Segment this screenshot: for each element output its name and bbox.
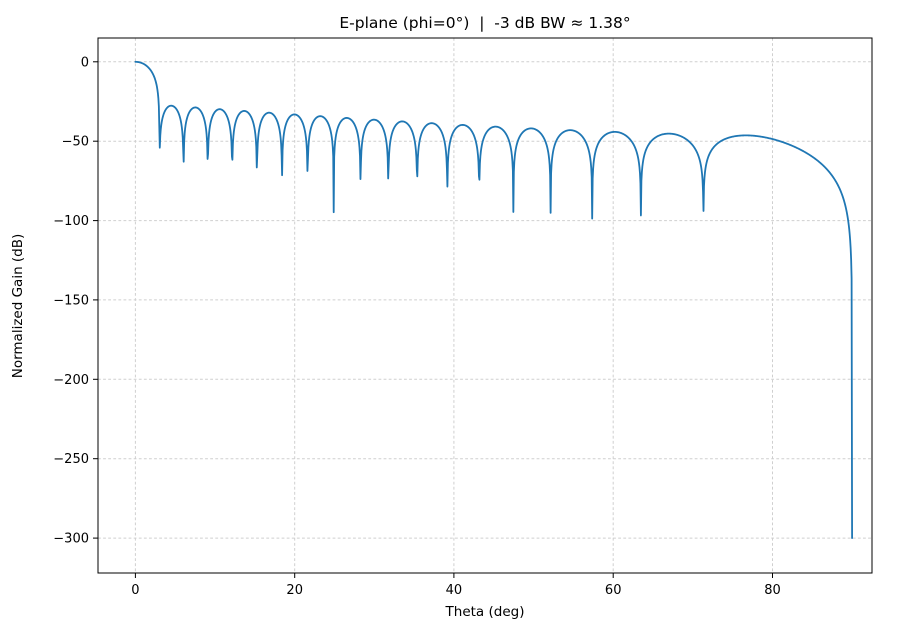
x-tick-label: 0 (131, 583, 139, 598)
x-tick-label: 80 (764, 583, 781, 598)
plot-frame (97, 37, 873, 574)
x-tick-label: 40 (446, 583, 463, 598)
x-tick-labels: 0 20 40 60 80 (131, 583, 781, 598)
x-tick-label: 60 (605, 583, 622, 598)
y-tick-label: −300 (53, 532, 89, 547)
y-tick-label: −50 (62, 135, 89, 150)
y-tick-label: 0 (81, 55, 89, 70)
y-tick-label: −250 (53, 452, 89, 467)
x-axis-label: Theta (deg) (445, 604, 525, 620)
y-axis-label: Normalized Gain (dB) (10, 234, 26, 379)
chart-title: E-plane (phi=0°) | -3 dB BW ≈ 1.38° (339, 14, 630, 32)
y-tick-label: −200 (53, 373, 89, 388)
y-tick-labels: 0 −50 −100 −150 −200 −250 −300 (53, 55, 89, 546)
x-tick-label: 20 (286, 583, 303, 598)
series-group (134, 60, 853, 539)
y-tick-label: −100 (53, 214, 89, 229)
gain-curve (134, 60, 853, 539)
grid-lines (98, 38, 872, 573)
tick-marks (93, 61, 773, 578)
y-tick-label: −150 (53, 293, 89, 308)
